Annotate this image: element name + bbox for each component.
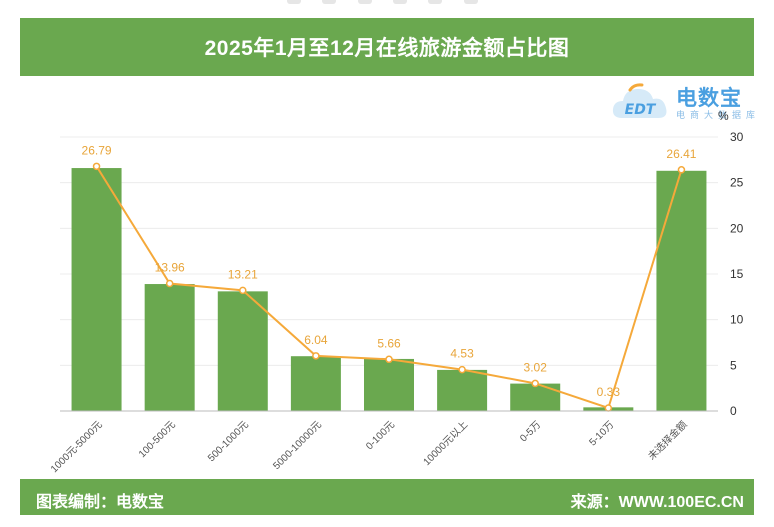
data-label: 0.33 bbox=[597, 385, 621, 399]
logo-mark-text: EDT bbox=[625, 102, 657, 118]
line-point bbox=[239, 286, 247, 295]
line-point bbox=[385, 355, 393, 364]
y-axis-ticks: 0 5 10 15 20 25 30 bbox=[730, 130, 744, 418]
data-label: 6.04 bbox=[304, 333, 328, 347]
bar bbox=[656, 170, 707, 411]
bar bbox=[290, 356, 341, 411]
x-axis-ticks: 1000元-5000元 100-500元 500-1000元 5000-10000元 0… bbox=[49, 418, 690, 475]
top-decoration bbox=[393, 0, 407, 4]
logo-subtitle: 电商大数据库 bbox=[676, 110, 761, 120]
y-tick-label: 30 bbox=[730, 130, 744, 144]
y-tick-label: 10 bbox=[730, 313, 744, 327]
data-label: 26.41 bbox=[666, 147, 696, 161]
x-tick-label: 100-500元 bbox=[137, 419, 178, 460]
bar bbox=[364, 358, 414, 411]
line-point bbox=[604, 404, 613, 412]
x-tick-label: 5-10万 bbox=[587, 419, 616, 448]
line-point bbox=[312, 352, 320, 360]
logo-name: 电数宝 bbox=[676, 87, 742, 110]
chart-footer: 图表编制：电数宝 来源：WWW.100EC.CN bbox=[20, 479, 754, 515]
bar bbox=[144, 284, 195, 411]
line-points bbox=[92, 162, 686, 412]
line-point bbox=[531, 379, 539, 388]
bar bbox=[217, 291, 268, 411]
y-tick-label: 0 bbox=[730, 404, 737, 418]
data-label: 3.02 bbox=[524, 360, 548, 374]
x-tick-label: 0-5万 bbox=[518, 419, 543, 444]
footer-credit: 图表编制：电数宝 bbox=[36, 494, 165, 511]
x-tick-label: 5000-10000元 bbox=[271, 419, 324, 472]
y-tick-label: 5 bbox=[730, 358, 737, 372]
x-tick-label: 10000元以上 bbox=[421, 419, 470, 468]
top-decoration bbox=[322, 0, 336, 4]
y-tick-label: 15 bbox=[730, 267, 744, 281]
top-decoration bbox=[464, 0, 478, 4]
brand-logo: EDT 电数宝 电商大数据库 bbox=[610, 80, 760, 124]
data-label: 5.66 bbox=[377, 336, 401, 350]
line-point bbox=[677, 166, 686, 174]
bar-series bbox=[71, 168, 707, 411]
data-label: 13.21 bbox=[228, 267, 258, 281]
line-point bbox=[458, 365, 466, 374]
chart-title: 2025年1月至12月在线旅游金额占比图 bbox=[204, 37, 570, 60]
bar bbox=[71, 168, 122, 411]
x-tick-label: 未选择金额 bbox=[645, 418, 690, 463]
y-tick-label: 25 bbox=[730, 176, 744, 190]
bar bbox=[437, 369, 488, 411]
footer-source: 来源：WWW.100EC.CN bbox=[570, 494, 744, 511]
data-labels: 26.79 13.96 13.21 6.04 5.66 4.53 3.02 0.33 26.41 bbox=[82, 143, 697, 399]
y-tick-label: 20 bbox=[730, 221, 744, 235]
data-label: 26.79 bbox=[82, 143, 112, 157]
line-point bbox=[165, 279, 174, 288]
x-tick-label: 1000元-5000元 bbox=[49, 419, 105, 475]
top-decoration bbox=[428, 0, 442, 4]
cloud-logo-icon: EDT bbox=[612, 83, 667, 118]
line-point bbox=[92, 162, 101, 171]
y-axis-label: % bbox=[718, 109, 729, 123]
data-label: 4.53 bbox=[450, 347, 474, 361]
x-tick-label: 0-100元 bbox=[364, 419, 397, 452]
chart-header: 2025年1月至12月在线旅游金额占比图 bbox=[20, 18, 754, 76]
bar bbox=[510, 383, 561, 411]
x-tick-label: 500-1000元 bbox=[206, 419, 251, 464]
top-decoration bbox=[358, 0, 372, 4]
top-decoration bbox=[287, 0, 301, 4]
data-label: 13.96 bbox=[155, 260, 185, 274]
